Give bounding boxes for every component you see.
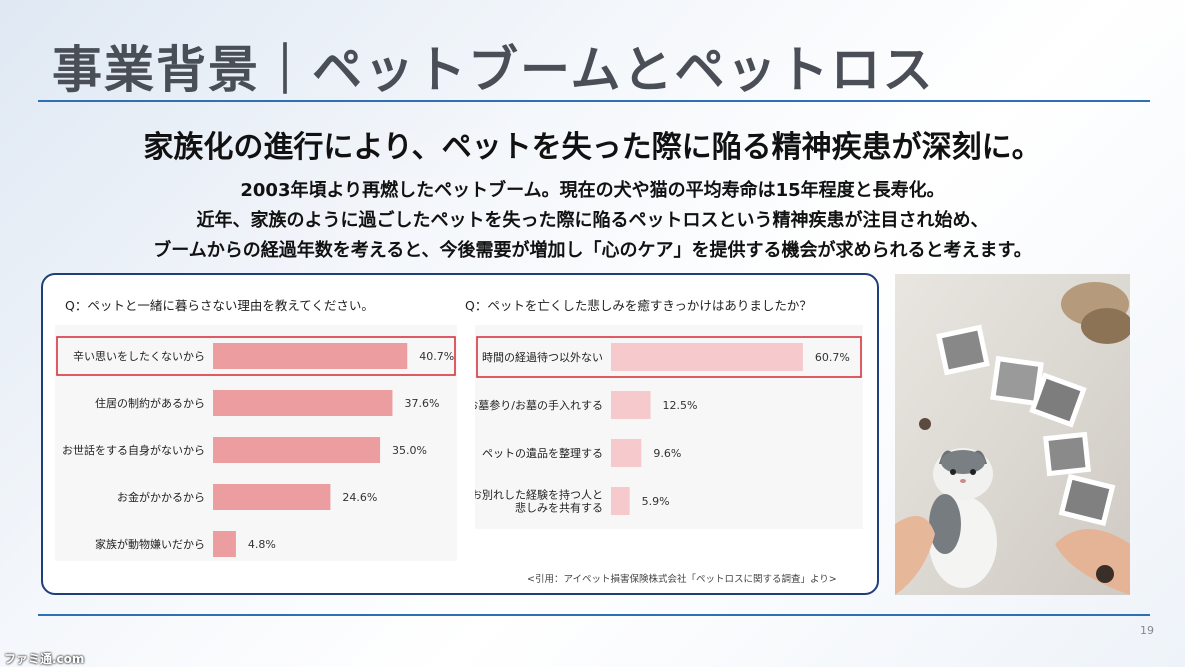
headline: 家族化の進行により、ペットを失った際に陥る精神疾患が深刻に。 <box>143 130 1042 165</box>
chart-1-category-label: 辛い思いをしたくないから <box>73 349 205 363</box>
chart-1-bar <box>213 437 381 463</box>
chart-1-category-label: お世話をする自身がないから <box>62 443 205 457</box>
chart-1-bar <box>213 343 408 369</box>
chart-2-category-label: ペットの遺品を整理する <box>482 446 603 460</box>
body-line-2: 近年、家族のように過ごしたペットを失った際に陥るペットロスという精神疾患が注目さ… <box>196 210 989 231</box>
chart-2-bar <box>611 343 803 371</box>
chart-1-value-label: 24.6% <box>342 491 377 504</box>
chart-grief-healing: 時間の経過待つ以外ない 60.7% お墓参り/お墓の手入れする 12.5% ペットの遺品… <box>475 325 863 529</box>
chart-2-bar <box>611 391 651 419</box>
footer-divider <box>38 614 1150 616</box>
chart-1-bar <box>213 390 393 416</box>
slide-title: 事業背景｜ペットブームとペットロス <box>52 41 935 99</box>
chart-1-value-label: 35.0% <box>392 444 427 457</box>
chart-1-bar <box>213 531 236 557</box>
body-line-1: 2003年頃より再燃したペットブーム。現在の犬や猫の平均寿命は15年程度と長寿化… <box>240 180 945 201</box>
chart-2-category-label: お墓参り/お墓の手入れする <box>475 398 603 412</box>
watermark-logo: ファミ通.com <box>4 652 85 666</box>
chart-1-svg: 辛い思いをしたくないから 40.7% 住居の制約があるから 37.6% お世話をする自身… <box>56 336 456 557</box>
chart-1-value-label: 37.6% <box>404 397 439 410</box>
chart-1-category-label: 住居の制約があるから <box>95 396 205 410</box>
title-divider <box>38 100 1150 102</box>
chart-1-category-label: 家族が動物嫌いだから <box>95 537 205 551</box>
chart-2-category-label: お別れした経験を持つ人と悲しみを共有する <box>475 488 603 515</box>
chart-2-value-label: 60.7% <box>815 351 850 364</box>
cat-photo <box>895 274 1130 595</box>
chart-2-value-label: 9.6% <box>653 447 681 460</box>
chart-2-value-label: 5.9% <box>642 495 670 508</box>
chart-1-value-label: 40.7% <box>419 350 454 363</box>
citation: <引用：アイペット損害保険株式会社「ペットロスに関する調査」より> <box>527 574 837 585</box>
cat-photo-illustration <box>895 274 1130 595</box>
chart-2-highlight-frame <box>476 336 862 378</box>
chart-1-value-label: 4.8% <box>248 538 276 551</box>
chart-1-question: Q：ペットと一緒に暮らさない理由を教えてください。 <box>65 298 374 313</box>
chart-2-bar <box>611 439 642 467</box>
chart-1-bar <box>213 484 331 510</box>
survey-panel: Q：ペットと一緒に暮らさない理由を教えてください。 Q：ペットを亡くした悲しみを… <box>41 273 879 595</box>
page-number: 19 <box>1140 624 1154 637</box>
chart-1-highlight-frame <box>56 336 456 376</box>
chart-2-svg: 時間の経過待つ以外ない 60.7% お墓参り/お墓の手入れする 12.5% ペットの遺品… <box>475 336 862 515</box>
chart-2-category-label: 時間の経過待つ以外ない <box>482 350 603 364</box>
chart-1-category-label: お金がかかるから <box>117 490 205 504</box>
body-line-3: ブームからの経過年数を考えると、今後需要が増加し「心のケア」を提供する機会が求め… <box>153 240 1032 261</box>
chart-2-question: Q：ペットを亡くした悲しみを癒すきっかけはありましたか？ <box>465 298 812 313</box>
chart-no-pet-reasons: 辛い思いをしたくないから 40.7% 住居の制約があるから 37.6% お世話をする自身… <box>55 325 457 561</box>
chart-2-bar <box>611 487 630 515</box>
chart-2-value-label: 12.5% <box>663 399 698 412</box>
